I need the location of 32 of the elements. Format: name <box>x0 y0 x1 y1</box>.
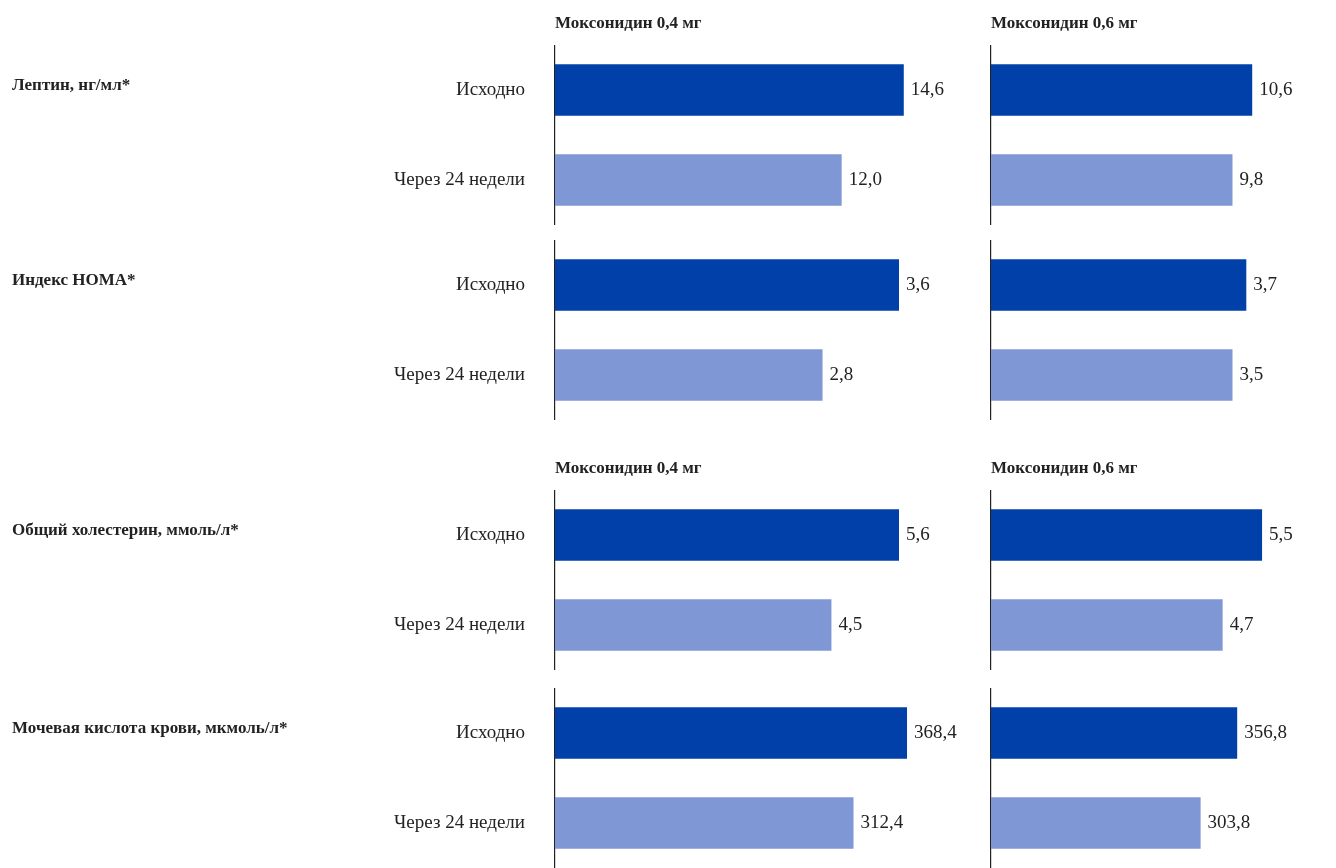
data-label: 368,4 <box>914 720 958 742</box>
y-axis-title: Общий холестерин, ммоль/л* <box>12 520 239 540</box>
data-label: 14,6 <box>910 77 945 99</box>
chart-title: Моксонидин 0,6 мг <box>991 458 1138 478</box>
y-axis-title: Мочевая кислота крови, мкмоль/л* <box>12 718 288 738</box>
y-tick-label: Исходно <box>456 522 525 544</box>
chart-title: Моксонидин 0,6 мг <box>991 13 1138 33</box>
data-label: 356,8 <box>1244 720 1287 742</box>
y-tick-label: Исходно <box>456 720 525 742</box>
data-label: 5,6 <box>906 522 930 544</box>
y-tick-label: Через 24 недели <box>393 362 525 384</box>
data-label: 5,5 <box>1269 522 1293 544</box>
y-tick-label: Через 24 недели <box>393 612 525 634</box>
y-tick-label: Через 24 недели <box>393 810 525 832</box>
data-label: 4,5 <box>838 612 863 634</box>
data-label: 303,8 <box>1207 810 1251 832</box>
y-axis-title: Лептин, нг/мл* <box>12 75 131 95</box>
data-label: 10,6 <box>1259 77 1293 99</box>
chart-title: Моксонидин 0,4 мг <box>555 13 702 33</box>
y-tick-label: Исходно <box>456 272 525 294</box>
y-tick-label: Через 24 недели <box>393 167 525 189</box>
data-label: 4,7 <box>1229 612 1254 634</box>
chart-title: Моксонидин 0,4 мг <box>555 458 702 478</box>
data-label: 3,7 <box>1253 272 1278 294</box>
data-label: 12,0 <box>848 167 882 189</box>
data-label: 3,6 <box>906 272 930 294</box>
data-label: 3,5 <box>1239 362 1264 384</box>
data-label: 312,4 <box>860 810 904 832</box>
data-label: 2,8 <box>829 362 854 384</box>
y-tick-label: Исходно <box>456 77 525 99</box>
data-label: 9,8 <box>1239 167 1264 189</box>
y-axis-title: Индекс HOMA* <box>12 270 136 290</box>
